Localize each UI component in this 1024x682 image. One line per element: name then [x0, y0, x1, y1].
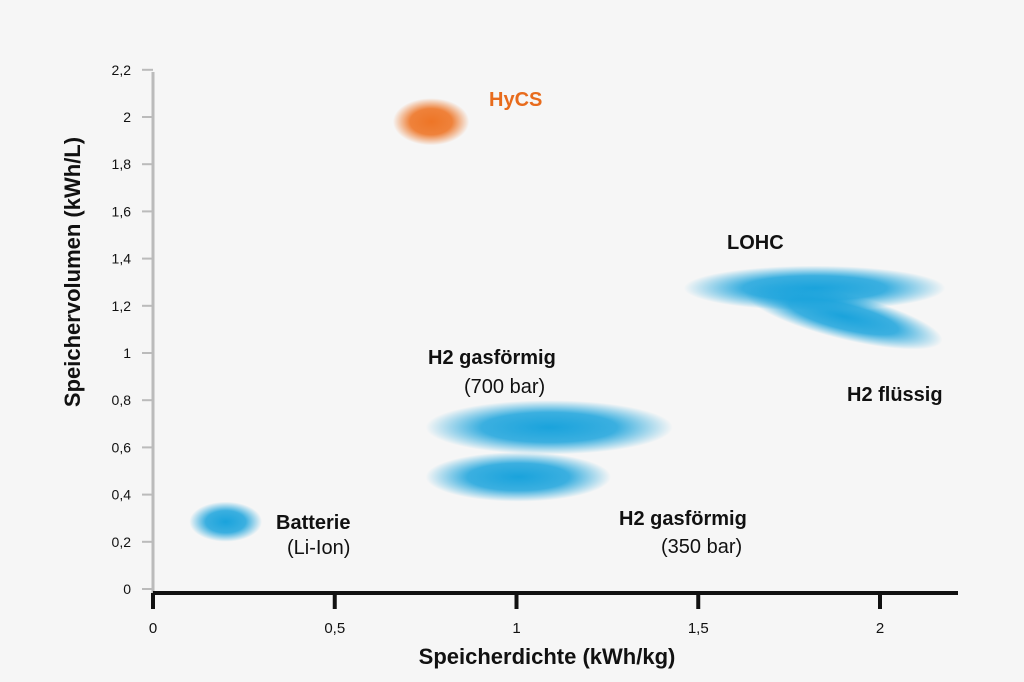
label-h2-gas-350: H2 gasförmig: [619, 508, 747, 530]
y-tick-label: 1: [123, 345, 131, 361]
y-tick-label: 1,2: [112, 298, 132, 314]
y-tick-label: 1,8: [112, 156, 132, 172]
y-tick-label: 1,4: [112, 251, 132, 267]
region-hycs: [392, 98, 470, 146]
x-tick-label: 2: [876, 620, 884, 637]
y-ticks: 0 0,2 0,4 0,6 0,8 1 1,2 1,4 1,6 1,8 2 2,2: [112, 62, 153, 597]
region-h2-gasf-rmig-350: [425, 452, 612, 502]
region-batterie: [189, 501, 263, 542]
x-axis-label: Speicherdichte (kWh/kg): [419, 644, 676, 669]
region-h2-gasf-rmig-700: [425, 400, 673, 455]
label-batterie: Batterie: [276, 512, 350, 534]
y-tick-label: 2: [123, 109, 131, 125]
label-hycs: HyCS: [489, 89, 542, 111]
x-tick-label: 1: [512, 620, 520, 637]
y-tick-label: 0,8: [112, 392, 132, 408]
y-axis-label: Speichervolumen (kWh/L): [60, 137, 85, 407]
y-tick-label: 1,6: [112, 203, 132, 219]
sublabel-batterie: (Li-Ion): [287, 537, 350, 559]
sublabel-h2-gas-700: (700 bar): [464, 376, 545, 398]
label-h2-gas-700: H2 gasförmig: [428, 347, 556, 369]
sublabel-h2-gas-350: (350 bar): [661, 536, 742, 558]
x-tick-label: 1,5: [688, 620, 709, 637]
label-h2-fluessig: H2 flüssig: [847, 384, 943, 406]
y-tick-label: 0,2: [112, 534, 132, 550]
regions-layer: [189, 98, 946, 542]
y-tick-label: 0,6: [112, 439, 132, 455]
y-tick-label: 2,2: [112, 62, 132, 78]
x-tick-label: 0: [149, 620, 157, 637]
label-lohc: LOHC: [727, 232, 784, 254]
region-h2-fl-ssig: [744, 283, 943, 350]
region-labels: Batterie (Li-Ion) HyCS H2 gasförmig (700…: [276, 89, 943, 559]
x-tick-label: 0,5: [324, 620, 345, 637]
y-tick-label: 0,4: [112, 487, 132, 503]
x-ticks: 0 0,5 1 1,5 2: [149, 593, 884, 637]
y-tick-label: 0: [123, 581, 131, 597]
